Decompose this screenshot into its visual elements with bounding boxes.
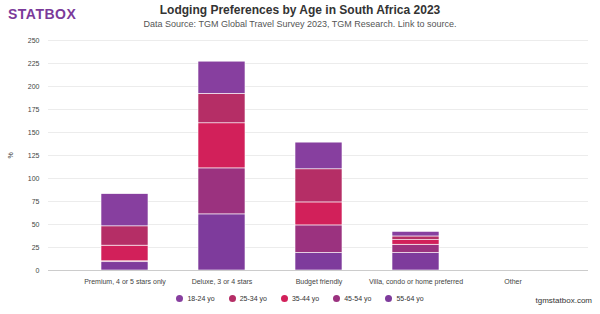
svg-text:%: % [7,152,14,158]
svg-text:25: 25 [32,244,40,251]
svg-text:225: 225 [28,60,40,67]
svg-text:200: 200 [28,83,40,90]
html-text:Data Source: TGM Global Travel: Data Source: TGM Global Travel Survey 20… [143,19,457,29]
html-text:45-54 yo: 45-54 yo [344,295,372,302]
svg-text:Deluxe, 3 or 4 stars: Deluxe, 3 or 4 stars [192,278,253,285]
svg-text:Premium, 4 or 5 stars only: Premium, 4 or 5 stars only [84,278,166,286]
svg-text:250: 250 [28,37,40,44]
svg-text:50: 50 [32,221,40,228]
svg-text:0: 0 [36,267,40,274]
svg-text:125: 125 [28,152,40,159]
svg-text:Budget friendly: Budget friendly [296,278,343,286]
svg-text:150: 150 [28,129,40,136]
html-text:25-34 yo: 25-34 yo [239,295,267,302]
svg-text:100: 100 [28,175,40,182]
html-text:18-24 yo: 18-24 yo [187,295,215,302]
svg-text:Other: Other [504,278,522,285]
svg-text:175: 175 [28,106,40,113]
html-text:STATBOX: STATBOX [8,6,77,22]
html-text:tgmstatbox.com: tgmstatbox.com [535,296,592,305]
svg-text:75: 75 [32,198,40,205]
svg-text:Villa, condo or home preferred: Villa, condo or home preferred [369,278,463,286]
html-text:55-64 yo: 55-64 yo [396,295,424,302]
html-text:35-44 yo: 35-44 yo [291,295,320,302]
html-text:Lodging Preferences by Age in: Lodging Preferences by Age in South Afri… [159,3,441,17]
